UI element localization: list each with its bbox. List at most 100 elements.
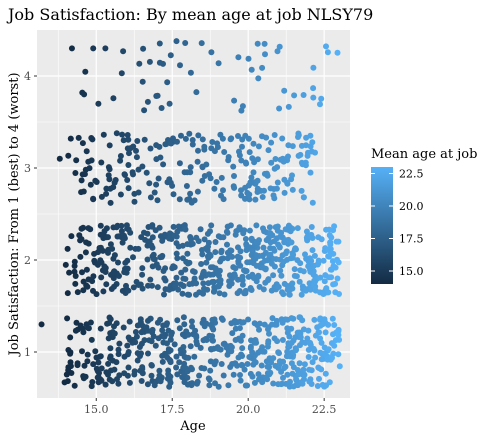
data-point [74, 362, 81, 369]
data-point [286, 285, 293, 292]
data-point [231, 173, 237, 179]
data-point [171, 264, 178, 271]
data-point [78, 189, 85, 196]
data-point [117, 157, 124, 164]
data-point [328, 340, 335, 347]
data-point [106, 166, 113, 173]
data-point [288, 315, 295, 322]
data-point [174, 255, 181, 262]
data-point [290, 383, 297, 390]
data-point [288, 360, 295, 367]
data-point [180, 282, 187, 289]
data-point [146, 58, 153, 65]
data-point [175, 223, 182, 230]
data-point [317, 349, 324, 356]
data-point [310, 94, 317, 101]
data-point [177, 62, 183, 69]
data-point [86, 165, 93, 172]
y-tick-label: 4 [24, 70, 31, 83]
data-point [85, 225, 92, 232]
data-point [167, 357, 174, 364]
data-point [215, 233, 222, 240]
data-point [139, 78, 146, 85]
data-point [213, 179, 220, 185]
data-point [224, 241, 230, 248]
data-point [267, 245, 274, 252]
data-point [133, 333, 140, 340]
data-point [253, 262, 260, 269]
data-point [296, 278, 303, 285]
data-point [335, 332, 342, 338]
data-point [287, 378, 293, 385]
data-point [132, 329, 139, 335]
data-point [161, 332, 168, 339]
data-point [182, 266, 189, 273]
data-point [38, 321, 45, 328]
data-point [145, 350, 151, 357]
data-point [193, 234, 200, 241]
data-point [126, 379, 133, 386]
data-point [280, 374, 286, 381]
data-point [303, 142, 309, 149]
data-point [217, 346, 224, 353]
data-point [291, 272, 298, 279]
data-point [79, 348, 85, 355]
data-point [300, 194, 307, 201]
data-point [143, 324, 150, 331]
data-point [148, 372, 155, 379]
data-point [118, 70, 125, 77]
data-point [114, 376, 120, 383]
data-point [237, 262, 244, 269]
data-point [287, 255, 294, 262]
data-point [199, 164, 206, 171]
data-point [119, 131, 126, 138]
data-point [268, 287, 275, 294]
data-point [179, 331, 186, 338]
data-point [239, 277, 246, 284]
data-point [286, 291, 293, 298]
data-point [199, 251, 206, 258]
data-point [105, 335, 112, 342]
data-point [208, 49, 215, 56]
data-point [261, 170, 268, 177]
data-point [211, 185, 218, 192]
data-point [311, 316, 318, 323]
data-point [251, 379, 258, 386]
x-tick-label: 17.5 [160, 403, 185, 416]
data-point [238, 107, 245, 114]
data-point [231, 97, 238, 104]
data-point [230, 264, 237, 271]
data-point [265, 340, 272, 347]
data-point [149, 234, 156, 241]
data-point [210, 271, 217, 278]
data-point [239, 345, 246, 352]
data-point [308, 224, 315, 230]
data-point [306, 366, 313, 373]
data-point [284, 371, 291, 378]
data-point [315, 260, 322, 267]
data-point [246, 354, 253, 360]
data-point [276, 350, 282, 357]
data-point [280, 291, 287, 298]
data-point [274, 338, 281, 345]
data-point [124, 225, 131, 232]
data-point [106, 314, 113, 321]
data-point [267, 230, 274, 237]
data-point [160, 268, 167, 274]
data-point [148, 242, 155, 249]
data-point [263, 374, 269, 381]
data-point [153, 261, 160, 268]
data-point [294, 329, 301, 336]
data-point [135, 166, 142, 173]
data-point [155, 175, 162, 182]
data-point [197, 344, 204, 351]
data-point [267, 251, 274, 258]
data-point [106, 142, 113, 149]
data-point [209, 139, 216, 145]
data-point [200, 280, 207, 287]
data-point [250, 140, 257, 147]
data-point [298, 187, 305, 194]
data-point [248, 174, 255, 181]
data-point [252, 196, 259, 203]
data-point [253, 239, 260, 246]
